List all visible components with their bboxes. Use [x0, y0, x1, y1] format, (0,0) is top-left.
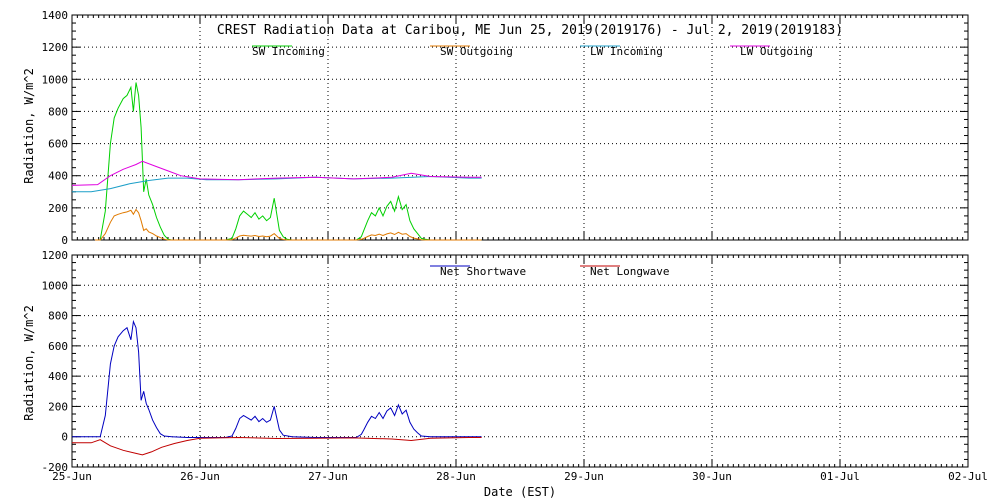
x-tick-label: 26-Jun	[180, 470, 220, 483]
top-y-tick-label: 400	[48, 170, 68, 183]
top-y-tick-label: 600	[48, 138, 68, 151]
x-tick-label: 01-Jul	[820, 470, 860, 483]
x-tick-label: 25-Jun	[52, 470, 92, 483]
series-line-net-longwave	[72, 436, 482, 456]
top-y-tick-label: 200	[48, 202, 68, 215]
bottom-y-tick-label: 1000	[42, 279, 69, 292]
x-tick-label: 02-Jul	[948, 470, 988, 483]
top-y-axis-label: Radiation, W/m^2	[22, 68, 36, 184]
legend-label-net-longwave: Net Longwave	[590, 265, 669, 278]
legend-label-sw-incoming: SW Incoming	[252, 45, 325, 58]
series-line-sw-incoming	[95, 82, 482, 241]
bottom-y-tick-label: -200	[42, 461, 69, 474]
bottom-y-tick-label: 1200	[42, 249, 69, 262]
series-line-lw-outgoing	[71, 160, 482, 186]
x-axis-label: Date (EST)	[484, 485, 556, 499]
bottom-y-tick-label: 200	[48, 400, 68, 413]
top-y-tick-label: 1400	[42, 9, 69, 22]
bottom-y-tick-label: 0	[61, 431, 68, 444]
x-tick-label: 29-Jun	[564, 470, 604, 483]
bottom-y-tick-label: 400	[48, 370, 68, 383]
legend-label-lw-incoming: LW Incoming	[590, 45, 663, 58]
series-line-net-shortwave	[72, 319, 482, 438]
top-y-tick-label: 1000	[42, 73, 69, 86]
x-tick-label: 30-Jun	[692, 470, 732, 483]
top-y-tick-label: 1200	[42, 41, 69, 54]
series-line-sw-outgoing	[95, 208, 482, 241]
legend-label-net-shortwave: Net Shortwave	[440, 265, 526, 278]
bottom-y-tick-label: 800	[48, 310, 68, 323]
legend-label-sw-outgoing: SW Outgoing	[440, 45, 513, 58]
x-tick-label: 28-Jun	[436, 470, 476, 483]
top-y-tick-label: 800	[48, 105, 68, 118]
x-tick-label: 27-Jun	[308, 470, 348, 483]
top-y-tick-label: 0	[61, 234, 68, 247]
legend-label-lw-outgoing: LW Outgoing	[740, 45, 813, 58]
chart-title: CREST Radiation Data at Caribou, ME Jun …	[217, 23, 843, 38]
bottom-y-axis-label: Radiation, W/m^2	[22, 305, 36, 421]
bottom-y-tick-label: 600	[48, 340, 68, 353]
